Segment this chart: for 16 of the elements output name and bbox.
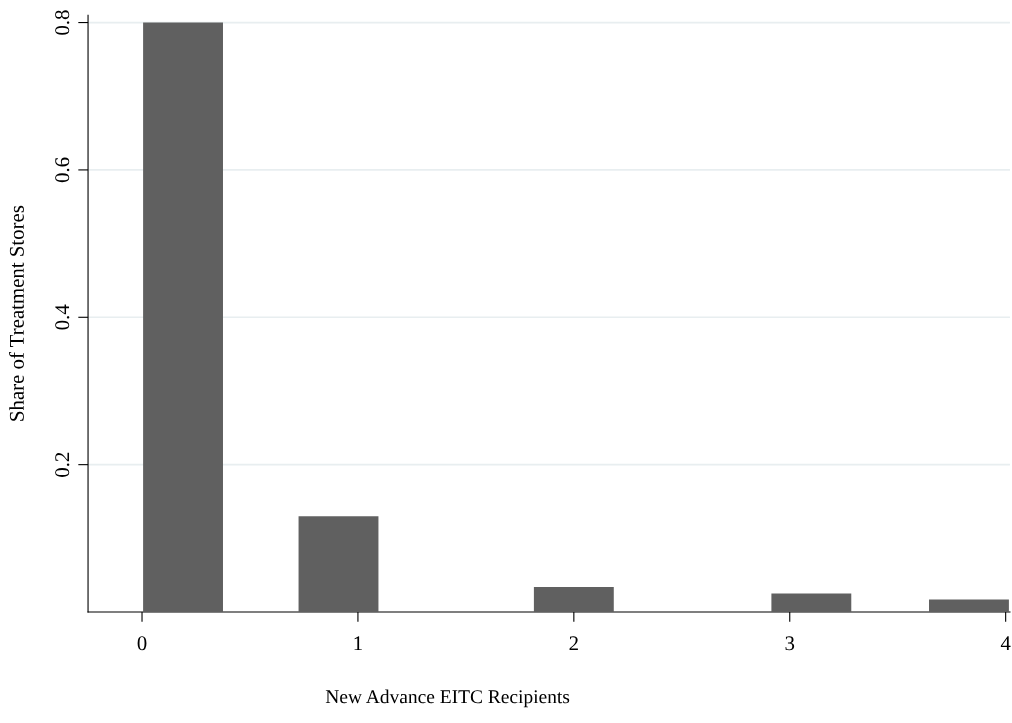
bar [771,593,852,613]
x-tick-label: 1 [354,636,362,651]
y-tick-label: 0.2 [55,452,70,477]
x-tick-label: 4 [1000,636,1011,651]
bar [533,586,614,613]
y-axis-title: Share of Treatment Stores [9,205,24,421]
x-tick-label: 0 [137,636,147,651]
x-tick-label: 2 [569,636,578,651]
bar [143,22,223,613]
y-tick-label: 0.4 [55,304,70,330]
x-axis-title: New Advance EITC Recipients [325,689,570,708]
y-tick-label: 0.8 [55,10,70,35]
y-tick-label: 0.6 [55,157,70,183]
bar [929,599,1009,613]
bar [298,516,379,613]
x-tick-label: 3 [785,636,795,651]
